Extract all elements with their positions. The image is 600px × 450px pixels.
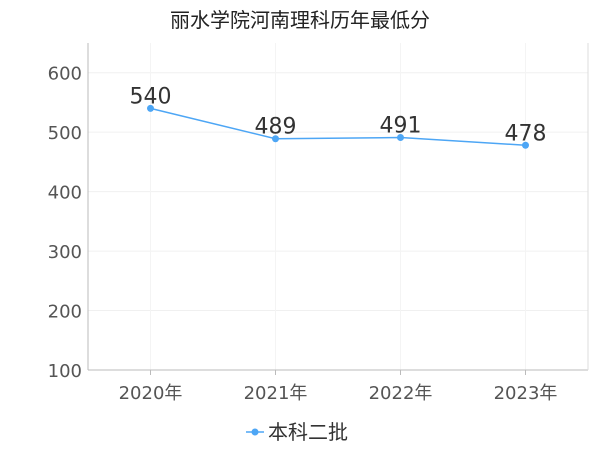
data-label: 489 xyxy=(255,115,297,140)
legend-marker xyxy=(251,428,259,436)
legend-label: 本科二批 xyxy=(268,420,348,444)
data-label: 491 xyxy=(380,114,422,139)
y-tick-label: 100 xyxy=(48,361,82,382)
x-tick-label: 2020年 xyxy=(119,383,183,404)
x-tick-label: 2023年 xyxy=(494,383,558,404)
y-tick-label: 500 xyxy=(48,123,82,144)
x-axis-ticks: 2020年 2021年 2022年 2023年 xyxy=(119,370,558,404)
data-point xyxy=(522,141,529,149)
series-line xyxy=(150,107,526,147)
data-point xyxy=(272,135,279,143)
x-tick-label: 2022年 xyxy=(369,383,433,404)
grid-lines xyxy=(88,43,588,370)
legend: 本科二批 xyxy=(246,420,348,444)
series-group: 540 489 491 478 xyxy=(130,84,547,149)
chart-title: 丽水学院河南理科历年最低分 xyxy=(170,8,430,32)
x-tick-label: 2021年 xyxy=(244,383,308,404)
data-label: 540 xyxy=(130,84,172,109)
data-point xyxy=(397,134,404,142)
y-axis-ticks: 100 200 300 400 500 600 xyxy=(48,64,82,382)
y-tick-label: 300 xyxy=(48,242,82,263)
data-label: 478 xyxy=(505,121,547,146)
y-tick-label: 400 xyxy=(48,183,82,204)
y-tick-label: 200 xyxy=(48,302,82,323)
y-tick-label: 600 xyxy=(48,64,82,85)
data-point xyxy=(147,104,154,112)
